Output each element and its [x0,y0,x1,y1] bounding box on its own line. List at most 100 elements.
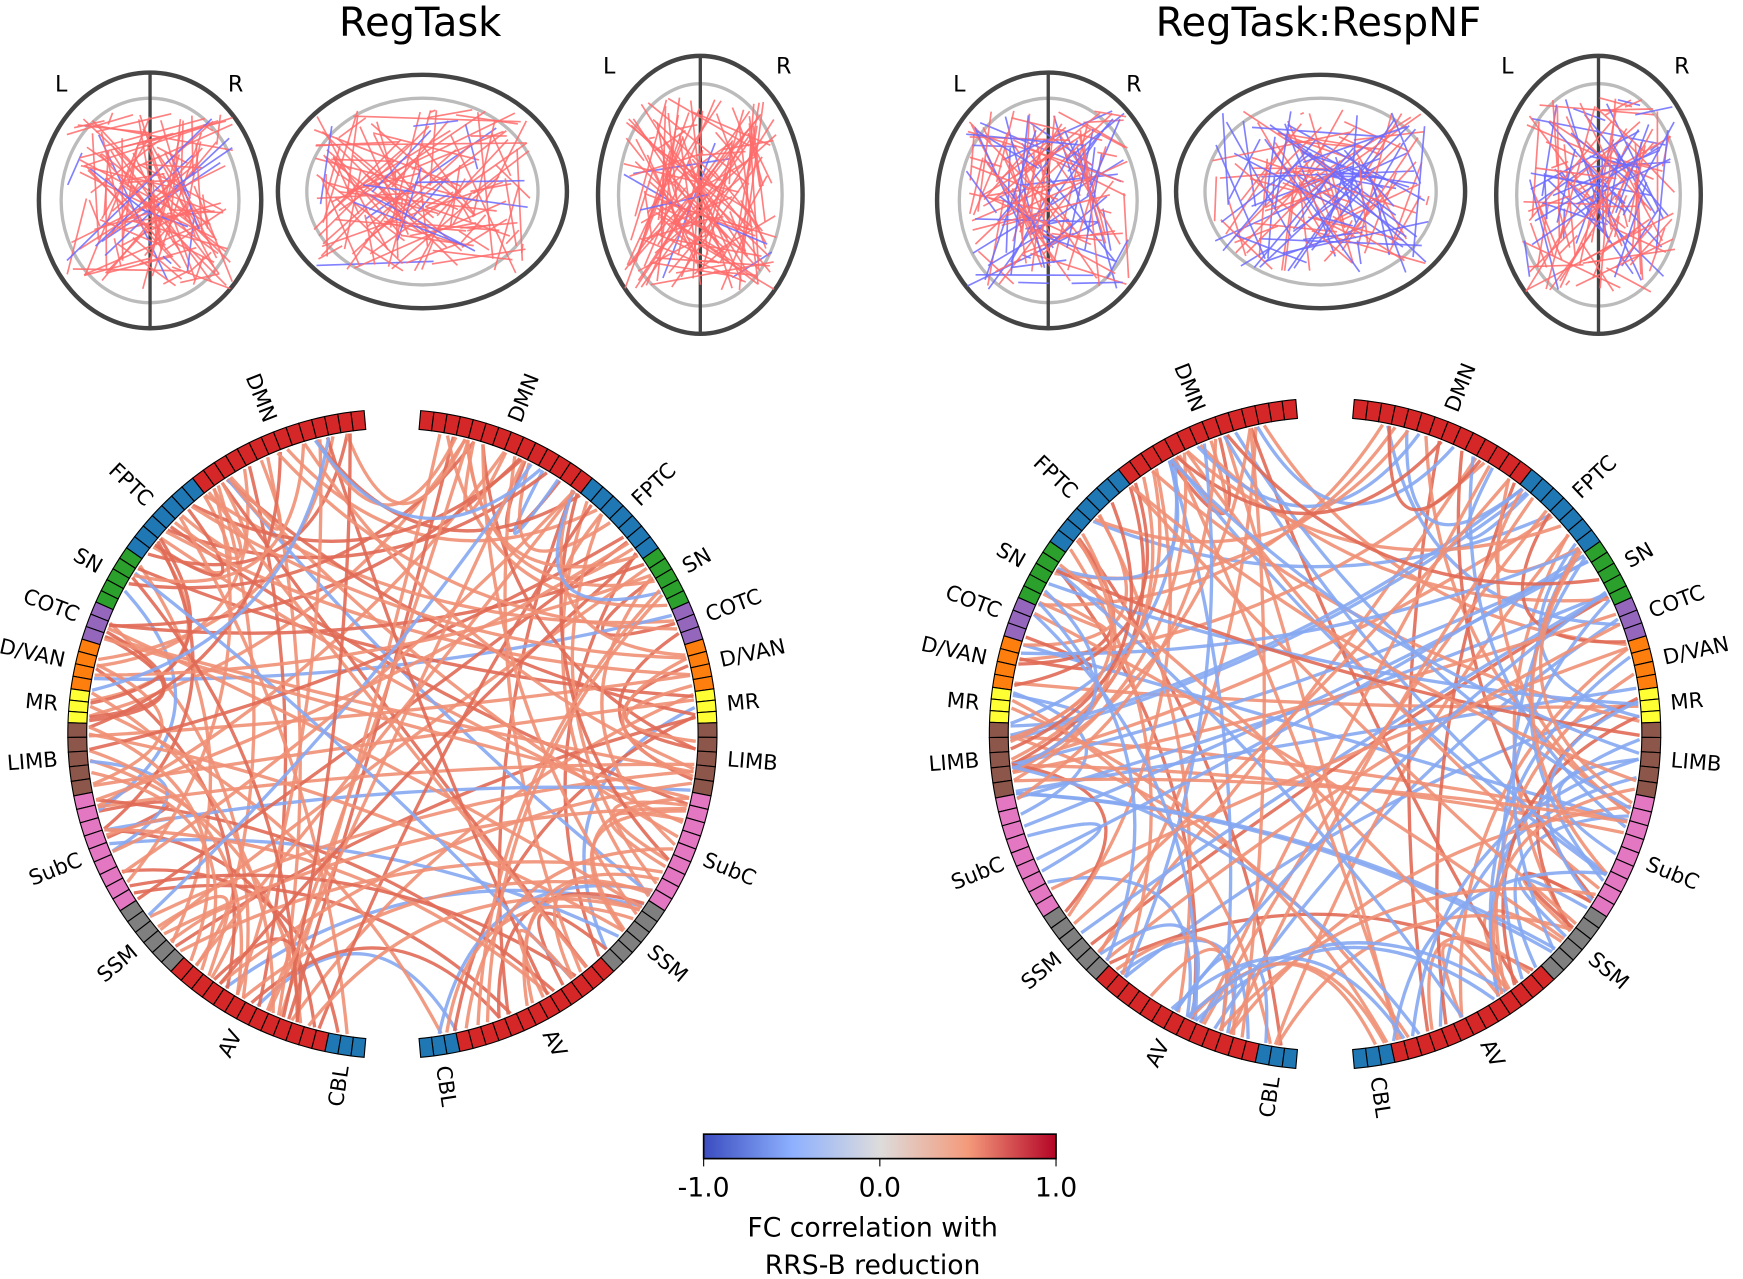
chord [1202,509,1548,1026]
chord [137,567,694,699]
chord [1037,601,1137,962]
connection [975,129,1040,170]
connection [630,167,655,241]
ring-cell [67,710,89,724]
connection [738,103,755,290]
connection [83,116,233,167]
chord [103,540,195,831]
chord [1170,955,1406,1040]
network-label: MR [24,688,59,716]
connection [1655,130,1669,254]
chord [313,439,542,521]
chord [88,748,244,996]
connection [1010,115,1030,275]
hemisphere-label: L [953,71,966,97]
connections [66,112,234,290]
chord [1056,460,1180,581]
chord [1538,542,1640,719]
connection [1215,144,1266,259]
chord [88,673,691,738]
connection [327,143,409,215]
connection [73,119,105,129]
chord [276,451,678,631]
network-label: AV [212,1025,247,1061]
ring-cell [988,736,1010,754]
connection [1086,118,1121,197]
connection [1586,163,1642,281]
chord [445,904,634,1033]
connection [1539,104,1655,116]
connection [179,211,231,263]
connection [1002,110,1113,161]
connection [1558,234,1579,256]
connection [1390,112,1422,184]
chord [91,770,218,971]
connection [195,144,203,234]
connection [645,204,684,286]
connection [325,174,329,257]
connection [1523,240,1531,277]
connection [87,169,166,246]
hemisphere-label: R [228,71,243,97]
chord [559,489,686,657]
chord [1035,554,1585,861]
chord [1047,876,1192,1018]
chord [559,492,670,861]
chord [1228,496,1535,1035]
chord [133,883,512,1015]
brain-view [1494,53,1703,337]
connection [1030,153,1035,235]
connection [458,230,490,251]
network-label: COTC [20,583,83,627]
connection [1029,123,1063,170]
connection [1240,248,1269,267]
connection [432,249,513,261]
chord [1458,647,1629,1018]
connection [1566,121,1641,188]
connection [1613,182,1648,278]
panel-title: RegTask [339,0,502,46]
connection [738,124,759,285]
chord [1010,476,1155,761]
connection [1004,116,1046,269]
chord [1099,923,1200,1019]
connection [520,243,524,254]
connection [1615,225,1653,269]
connection [1123,193,1130,279]
connection [1612,144,1656,214]
connection [1559,195,1616,282]
chord [1427,936,1531,1031]
chord [1225,433,1600,586]
chord [226,478,652,896]
ring-cell [1639,751,1661,769]
connection [632,118,731,265]
chord [1387,426,1482,512]
connection [106,163,196,238]
connection [66,113,134,136]
network-label: SSM [92,939,143,987]
connection [969,133,975,181]
network-label: AV [1140,1035,1175,1071]
connection [1595,106,1647,155]
connection [1094,110,1127,118]
chord [1198,963,1269,1044]
chord [256,952,458,1032]
connection [656,130,771,273]
chord [1468,456,1627,829]
connection [493,185,520,271]
chord [1169,458,1640,755]
connection [1570,132,1628,181]
network-label: SN [992,537,1030,573]
connection [72,268,182,272]
chord [464,847,674,1029]
connection [464,124,479,170]
connection [411,130,504,170]
connection [1212,131,1350,162]
colorbar-tick-label: -1.0 [678,1172,730,1203]
connection [1565,280,1571,286]
connection [1531,121,1540,217]
colorbar-label: FC correlation with [747,1212,997,1243]
connection [455,114,518,125]
ring-cell [696,710,718,724]
connection [77,124,150,134]
